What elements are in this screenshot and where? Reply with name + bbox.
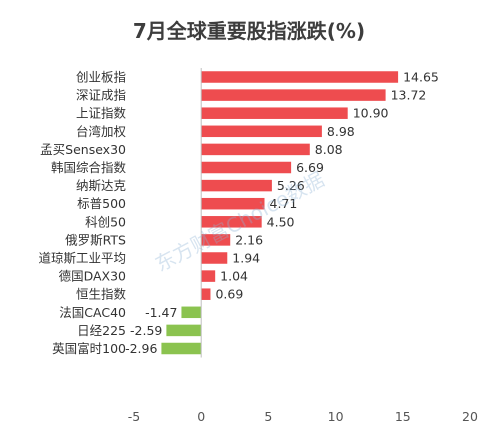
value-label: 8.08 <box>315 142 343 157</box>
category-label: 标普500 <box>77 196 126 211</box>
category-label: 上证指数 <box>76 106 127 121</box>
value-label: 1.04 <box>220 269 248 284</box>
category-label: 日经225 <box>77 323 126 338</box>
bar <box>201 161 292 174</box>
bar <box>201 288 211 300</box>
category-label: 创业板指 <box>76 70 126 85</box>
x-tick-label: 5 <box>264 409 272 424</box>
bar <box>201 234 231 246</box>
category-label: 法国CAC40 <box>59 305 126 320</box>
value-label: 1.94 <box>232 251 260 266</box>
category-label: 深证成指 <box>76 88 126 103</box>
value-label: 4.71 <box>270 196 298 211</box>
bars-group <box>161 71 399 355</box>
category-label: 德国DAX30 <box>59 269 126 284</box>
category-label: 俄罗斯RTS <box>65 232 126 247</box>
value-label: 6.69 <box>296 160 324 175</box>
category-label: 恒生指数 <box>76 287 127 302</box>
value-label: 4.50 <box>267 214 295 229</box>
bar <box>201 270 216 282</box>
category-label: 科创50 <box>85 214 126 229</box>
bar <box>201 197 265 210</box>
value-label: 2.16 <box>235 232 263 247</box>
category-label: 孟买Sensex30 <box>40 142 126 157</box>
value-label: 8.98 <box>327 124 355 139</box>
category-label: 韩国综合指数 <box>51 160 127 175</box>
x-tick-labels: -5 0 5 10 15 20 <box>128 409 478 424</box>
value-label: 10.90 <box>353 106 389 121</box>
x-tick-label: 0 <box>197 409 205 424</box>
category-label: 英国富时100 <box>52 341 126 356</box>
value-label: 0.69 <box>215 287 243 302</box>
value-label: 13.72 <box>391 88 427 103</box>
x-tick-label: -5 <box>128 409 140 424</box>
bar <box>181 306 202 319</box>
x-tick-label: 10 <box>328 409 344 424</box>
value-label: -2.96 <box>125 341 157 356</box>
value-label: 14.65 <box>403 70 439 85</box>
value-label: -1.47 <box>145 305 177 320</box>
bar <box>201 125 322 138</box>
bar <box>201 89 386 101</box>
category-label: 台湾加权 <box>76 124 127 139</box>
bar <box>201 216 262 228</box>
x-tick-label: 20 <box>462 409 478 424</box>
x-tick-label: 15 <box>395 409 411 424</box>
bar <box>166 324 202 337</box>
value-label: 5.26 <box>277 178 305 193</box>
bar <box>201 143 310 156</box>
bar <box>201 71 399 83</box>
bar <box>201 179 272 192</box>
bar <box>201 107 348 119</box>
chart-title: 7月全球重要股指涨跌(%) <box>133 19 365 43</box>
category-label: 道琼斯工业平均 <box>38 251 126 266</box>
value-label: -2.59 <box>130 323 162 338</box>
bar <box>161 342 202 355</box>
bar <box>201 252 228 264</box>
category-label: 纳斯达克 <box>76 178 126 193</box>
